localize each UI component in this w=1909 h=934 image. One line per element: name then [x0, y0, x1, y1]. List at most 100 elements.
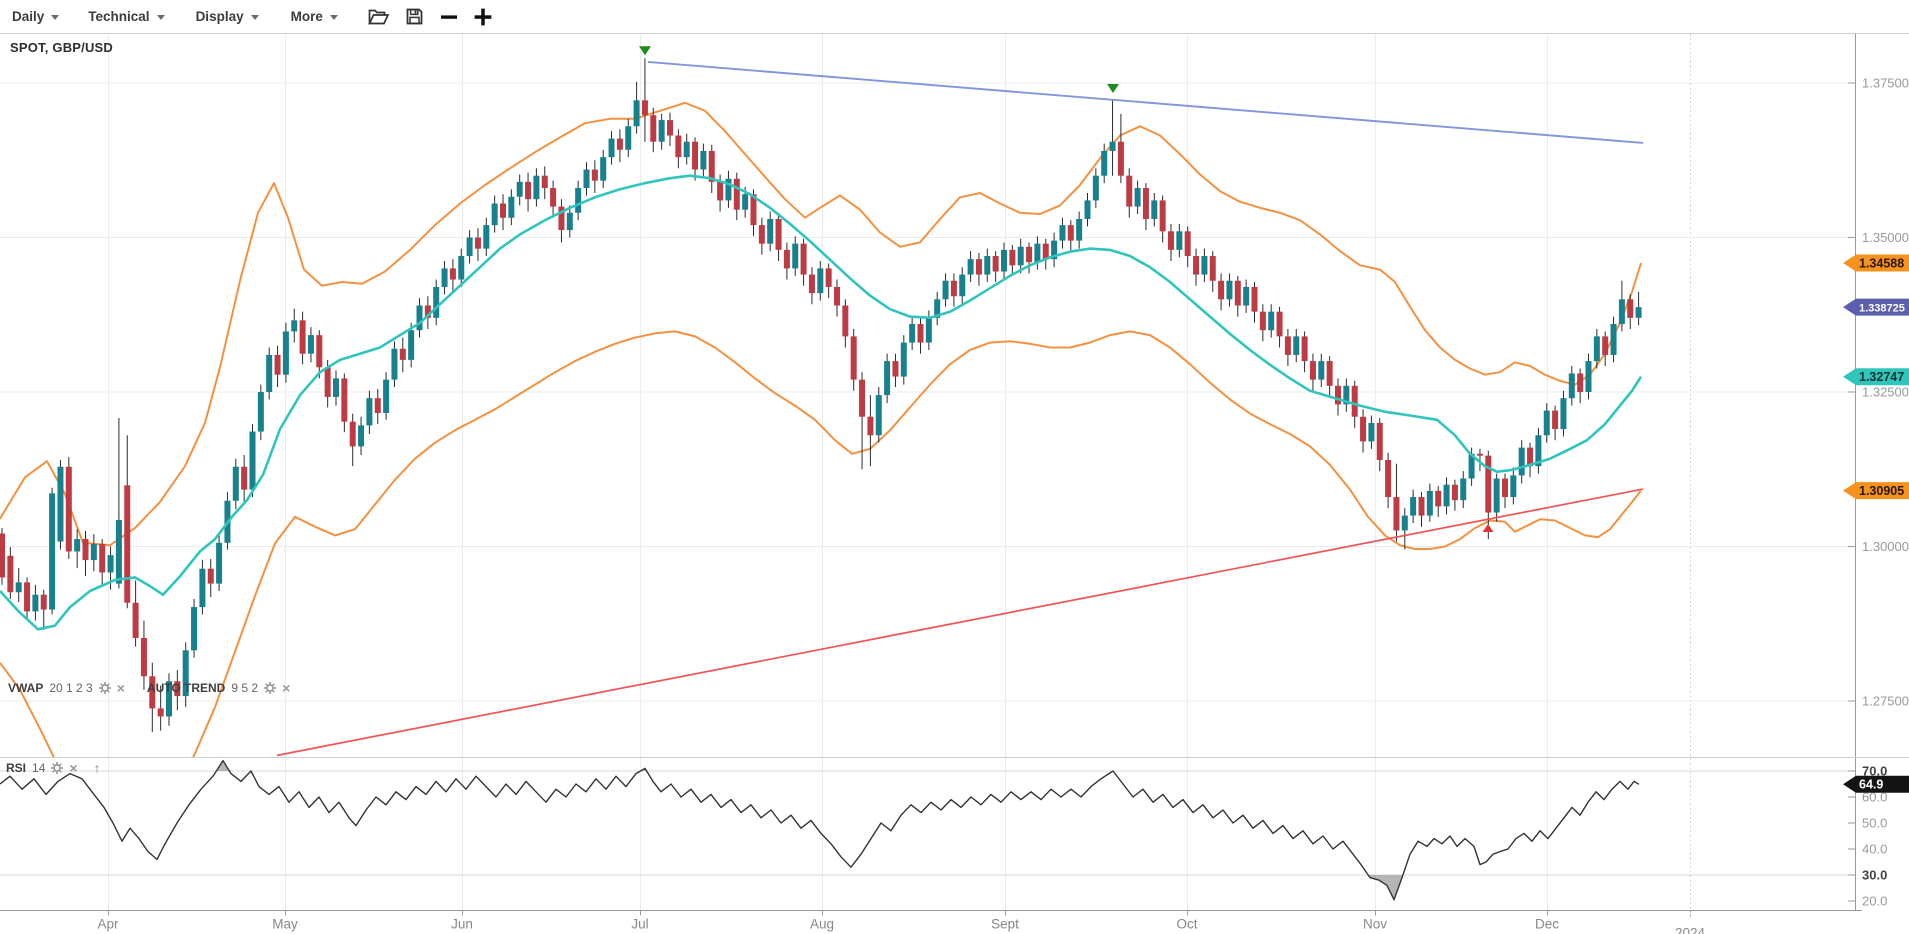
candle-body — [408, 330, 415, 360]
resistance-trendline[interactable] — [647, 61, 1644, 144]
rsi-legend-row: RSI 14 × ↑ — [6, 761, 101, 775]
month-label: Dec — [1535, 917, 1559, 932]
rsi-settings-gear-icon[interactable] — [51, 762, 64, 774]
year-label: 2024 — [1675, 926, 1706, 934]
open-folder-icon[interactable] — [368, 8, 389, 25]
price-tick-label: 1.30000 — [1862, 539, 1909, 554]
price-badge-last-price-label: 1.338725 — [1859, 302, 1905, 314]
candle-body — [1309, 361, 1316, 380]
candle-body — [875, 395, 882, 436]
candle-body — [1351, 385, 1358, 417]
vwap-line — [0, 174, 1643, 631]
candle-body — [65, 466, 72, 552]
candle-body — [508, 196, 515, 218]
candle-body — [767, 218, 774, 244]
technical-menu-label: Technical — [88, 9, 150, 24]
rsi-move-up-icon[interactable]: ↑ — [93, 760, 101, 776]
axes: 1.375001.350001.325001.300001.2750070.06… — [0, 34, 1909, 934]
price-tick-label: 1.35000 — [1862, 230, 1909, 245]
vwap-remove-icon[interactable]: × — [116, 680, 125, 696]
display-menu[interactable]: Display — [196, 9, 259, 24]
candle-body — [207, 568, 214, 584]
symbol-label: SPOT, GBP/USD — [10, 40, 114, 55]
candle-body — [1201, 256, 1208, 275]
candle-body — [82, 539, 89, 561]
candle-body — [658, 120, 665, 142]
vwap-upper-band-line — [0, 101, 1642, 547]
month-label: May — [272, 917, 298, 932]
indicator-legend-row: VWAP 20 1 2 3 × AUTO TREND 9 5 2 × — [8, 681, 290, 695]
zoom-in-icon[interactable] — [473, 7, 493, 27]
vwap-settings-gear-icon[interactable] — [98, 682, 111, 694]
candle-body — [1001, 249, 1007, 272]
candle-body — [282, 331, 289, 375]
rsi-shaded-region — [1368, 875, 1403, 900]
candle-body — [1126, 175, 1133, 207]
rsi-indicator-params: 14 — [32, 761, 46, 775]
month-label: Apr — [97, 917, 119, 932]
price-badge-vwap-upper-band: 1.34588 — [1843, 254, 1909, 272]
candle-body — [458, 256, 465, 280]
chevron-down-icon — [156, 15, 165, 20]
candle-body — [140, 637, 147, 677]
candle-body — [1017, 246, 1024, 266]
candle-body — [491, 203, 498, 226]
auto-trend-indicator-params: 9 5 2 — [231, 681, 259, 695]
candle-body — [1117, 141, 1124, 176]
candle-body — [717, 181, 724, 201]
candle-body — [1234, 280, 1241, 306]
candle-body — [1376, 422, 1383, 460]
candle-body — [199, 568, 206, 608]
candle-body — [424, 305, 431, 318]
candle-body — [792, 243, 799, 269]
month-label: Sept — [991, 917, 1019, 932]
candle-body — [1218, 280, 1225, 300]
candle-body — [1084, 200, 1091, 219]
candle-body — [24, 582, 31, 612]
candle-body — [1618, 299, 1625, 325]
auto-trend-remove-icon[interactable]: × — [282, 680, 291, 696]
auto-trend-settings-gear-icon[interactable] — [264, 682, 277, 694]
candle-body — [725, 178, 732, 201]
support-trendline[interactable] — [276, 488, 1644, 757]
candle-body — [1443, 484, 1450, 507]
candle-body — [399, 348, 406, 360]
timeframe-menu[interactable]: Daily — [12, 9, 60, 24]
candle-body — [358, 425, 365, 447]
candle-body — [383, 379, 390, 414]
timeframe-menu-label: Daily — [12, 9, 45, 24]
candle-body — [1284, 336, 1291, 355]
candle-body — [842, 305, 849, 337]
candle-body — [1368, 422, 1375, 442]
save-icon[interactable] — [406, 8, 423, 25]
candle-body — [500, 203, 506, 218]
candle-body — [174, 681, 181, 697]
candle-body — [967, 259, 974, 275]
sell-signal-triangle-icon — [639, 46, 651, 56]
technical-menu[interactable]: Technical — [88, 9, 165, 24]
candle-body — [1585, 361, 1592, 392]
candle-body — [900, 342, 907, 377]
candle-body — [909, 324, 916, 343]
candle-body — [1243, 286, 1250, 306]
more-menu[interactable]: More — [291, 9, 338, 24]
candle-body — [341, 378, 348, 422]
month-label: Jul — [631, 917, 648, 932]
candle-body — [49, 493, 56, 610]
candle-body — [1134, 188, 1141, 207]
candle-body — [1552, 410, 1559, 430]
candle-body — [1026, 246, 1033, 263]
candle-body — [1418, 497, 1425, 516]
candle-body — [859, 379, 866, 417]
candle-body — [1318, 361, 1325, 380]
candle-body — [316, 335, 323, 368]
rsi-remove-icon[interactable]: × — [69, 760, 78, 776]
candle-body — [1493, 478, 1500, 513]
zoom-out-icon[interactable] — [440, 8, 458, 26]
candle-body — [600, 157, 607, 181]
candle-body — [216, 542, 223, 584]
candle-body — [333, 378, 339, 397]
more-menu-label: More — [290, 9, 323, 24]
candle-body — [1168, 231, 1174, 250]
